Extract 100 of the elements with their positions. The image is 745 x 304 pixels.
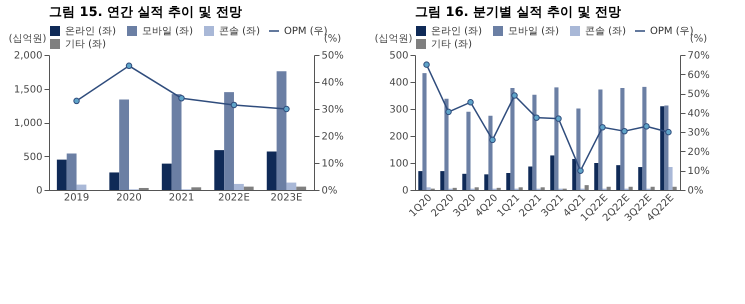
y2-tick-label: 40% bbox=[322, 78, 344, 88]
bar bbox=[650, 186, 655, 190]
bar bbox=[506, 172, 510, 190]
x-tick-label: 2020 bbox=[116, 192, 142, 204]
point bbox=[599, 124, 606, 131]
point bbox=[283, 106, 290, 112]
bar bbox=[572, 158, 576, 190]
y2-tick-label: 20% bbox=[688, 146, 710, 158]
bar bbox=[440, 171, 444, 190]
y-tick-label: 1,000 bbox=[14, 118, 42, 129]
bar bbox=[668, 167, 673, 190]
bar bbox=[664, 105, 668, 190]
legend-label: 모바일 (좌) bbox=[508, 26, 560, 37]
bar bbox=[628, 186, 633, 190]
y-tick-label: 100 bbox=[389, 158, 408, 170]
x-tick-label: 2021 bbox=[168, 192, 194, 204]
point bbox=[577, 167, 584, 174]
bar bbox=[598, 90, 602, 190]
y2-tick-label: 10% bbox=[322, 158, 344, 170]
y-tick-label: 500 bbox=[389, 50, 408, 62]
bar bbox=[474, 187, 479, 190]
legend-label: 기타 (좌) bbox=[431, 39, 472, 50]
bar bbox=[518, 187, 523, 190]
y2-tick-label: 70% bbox=[688, 50, 710, 62]
bar bbox=[162, 164, 172, 190]
legend-label: 모바일 (좌) bbox=[142, 26, 194, 37]
y2-tick-label: 0% bbox=[688, 186, 704, 196]
bar bbox=[109, 172, 120, 190]
bar bbox=[510, 88, 515, 190]
point bbox=[230, 102, 238, 108]
y2-tick-label: 60% bbox=[688, 70, 710, 81]
x-tick-label: 2019 bbox=[64, 192, 90, 204]
y2-tick-label: 10% bbox=[688, 166, 710, 178]
y2-tick-label: 30% bbox=[688, 128, 710, 139]
point bbox=[445, 108, 452, 116]
point bbox=[73, 98, 80, 104]
chart-title: 그림 15. 연간 실적 추이 및 전망 bbox=[49, 5, 242, 20]
legend-label: 온라인 (좌) bbox=[65, 26, 116, 37]
bar bbox=[462, 174, 466, 190]
bar bbox=[56, 160, 67, 190]
y-tick-label: 300 bbox=[389, 104, 408, 116]
bar bbox=[214, 150, 224, 190]
bar bbox=[620, 88, 624, 190]
bar bbox=[638, 167, 642, 190]
bar bbox=[76, 184, 86, 190]
point bbox=[423, 61, 430, 68]
bar bbox=[172, 94, 182, 190]
bar bbox=[244, 186, 254, 190]
y2-tick-label: 50% bbox=[688, 89, 710, 100]
bar bbox=[606, 186, 611, 190]
y-axis-title: (십억원) bbox=[8, 34, 46, 44]
legend-label: 온라인 (좌) bbox=[431, 26, 482, 37]
y2-tick-label: 50% bbox=[322, 50, 344, 62]
y-tick-label: 0 bbox=[36, 186, 42, 196]
bar bbox=[584, 185, 589, 190]
point bbox=[643, 123, 650, 130]
point bbox=[665, 128, 672, 136]
bar bbox=[66, 154, 77, 190]
y2-tick-label: 20% bbox=[322, 132, 344, 142]
bar bbox=[119, 100, 130, 190]
bar bbox=[532, 94, 537, 190]
y2-tick-label: 30% bbox=[322, 104, 344, 116]
y-tick-label: 200 bbox=[389, 132, 408, 142]
bar bbox=[234, 184, 244, 190]
bar bbox=[540, 187, 545, 190]
y-tick-label: 400 bbox=[389, 78, 408, 88]
legend-label: 콘솔 (좌) bbox=[219, 26, 260, 37]
legend-label: 콘솔 (좌) bbox=[585, 26, 626, 37]
point bbox=[126, 62, 132, 70]
y-tick-label: 1,500 bbox=[14, 84, 42, 96]
bar bbox=[286, 182, 296, 190]
bar bbox=[276, 71, 286, 190]
bar bbox=[191, 187, 202, 190]
y2-tick-label: 40% bbox=[688, 108, 710, 120]
bar bbox=[266, 152, 277, 190]
bar bbox=[528, 166, 532, 190]
bar bbox=[466, 112, 471, 190]
bar bbox=[296, 186, 306, 190]
y-tick-label: 2,000 bbox=[14, 50, 42, 62]
bar bbox=[554, 87, 558, 190]
y-axis-title: (십억원) bbox=[374, 34, 412, 44]
legend-label: 기타 (좌) bbox=[65, 39, 106, 50]
point bbox=[533, 114, 540, 121]
bar bbox=[642, 86, 646, 190]
bar bbox=[422, 73, 427, 190]
y-tick-label: 0 bbox=[402, 186, 408, 196]
point bbox=[467, 99, 474, 106]
bar bbox=[224, 92, 234, 190]
bar bbox=[660, 106, 664, 190]
bar bbox=[550, 155, 554, 190]
x-tick-label: 2022E bbox=[218, 192, 250, 204]
bar bbox=[484, 174, 488, 190]
point bbox=[489, 136, 496, 144]
x-tick-label: 2023E bbox=[270, 192, 302, 204]
point bbox=[178, 94, 185, 102]
point bbox=[621, 128, 628, 134]
y2-tick-label: 0% bbox=[322, 186, 338, 196]
bar bbox=[672, 186, 677, 190]
point bbox=[511, 92, 518, 99]
chart-title: 그림 16. 분기별 실적 추이 및 전망 bbox=[415, 5, 622, 20]
